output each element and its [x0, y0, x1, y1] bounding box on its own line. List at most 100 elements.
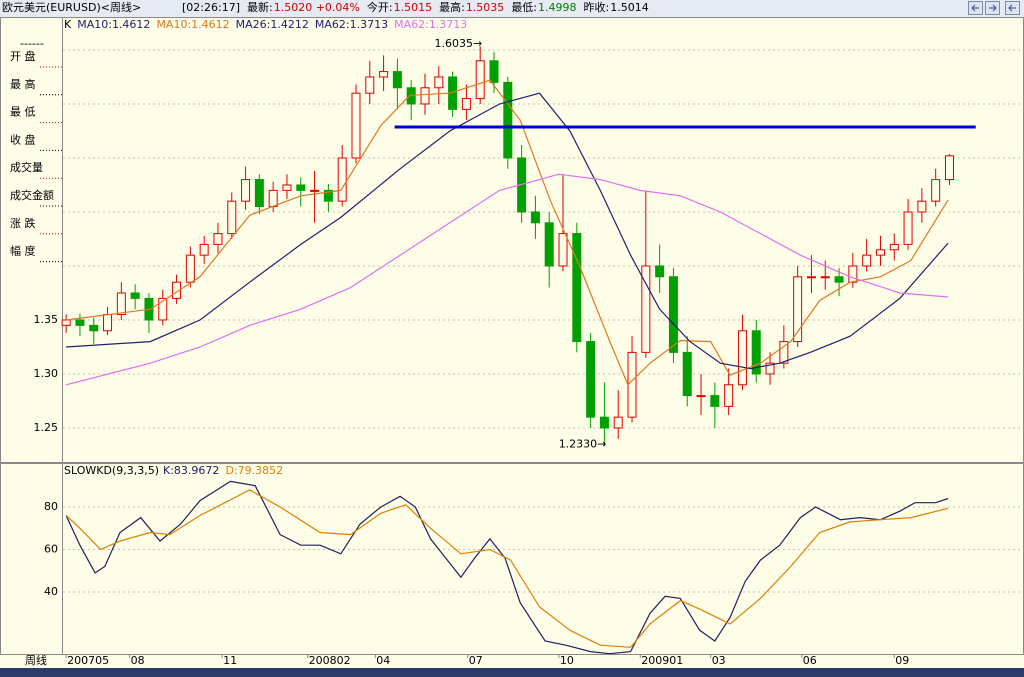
field-label: 涨 跌: [10, 216, 36, 230]
kd-line: [65, 480, 949, 655]
y-tick-label: 40: [44, 585, 58, 598]
candle-body: [379, 71, 389, 78]
ma-line: [66, 79, 949, 386]
x-tick-label: 200802: [309, 654, 351, 667]
candle-body: [254, 179, 264, 208]
legend-entry: MA62:1.3713: [315, 18, 388, 31]
candle-body: [779, 341, 789, 364]
candle-body: [461, 98, 471, 110]
candle-body: [641, 265, 651, 353]
candle-body: [406, 87, 416, 105]
candle-body: [655, 265, 665, 278]
field-label: 开 盘: [10, 49, 36, 63]
candle-body: [613, 416, 623, 429]
candle-body: [351, 92, 361, 159]
candle-body: [903, 211, 913, 245]
quote-field: 1.5014: [610, 1, 649, 14]
nav-icon: [989, 4, 997, 12]
legend-entry: D:79.3852: [225, 464, 283, 477]
candle-body: [586, 341, 596, 418]
candle-body: [820, 276, 830, 279]
candle-body: [572, 233, 582, 343]
candle-body: [793, 276, 803, 343]
legend-entry: K: [64, 18, 72, 31]
candle-body: [75, 319, 85, 326]
candle-body: [875, 249, 885, 256]
left-dashes: ------: [20, 37, 44, 50]
indicator-title: SLOWKD(9,3,3,5): [64, 464, 159, 477]
status-bar: [0, 668, 1024, 677]
x-tick-label: 08: [131, 654, 145, 667]
candle-body: [724, 384, 734, 407]
nav-icon: [971, 4, 979, 12]
candle-body: [213, 233, 223, 245]
x-tick-label: 10: [560, 654, 574, 667]
quote-bar: [0, 0, 1024, 17]
candle-body: [682, 351, 692, 397]
candle-body: [103, 314, 113, 332]
ma-line: [66, 92, 949, 370]
symbol: 欧元美元(EURUSD)<周线>: [2, 0, 141, 14]
legend-entry: MA10:1.4612: [156, 18, 229, 31]
candle-body: [172, 281, 182, 299]
x-axis-label: 周线: [25, 653, 47, 667]
candle-body: [889, 243, 899, 251]
field-label: 最 高: [10, 77, 36, 91]
candle-body: [558, 233, 568, 267]
quote-field: 最低:: [511, 1, 537, 14]
candle-body: [931, 179, 941, 202]
candle-body: [323, 189, 333, 202]
quote-field: 1.4998: [538, 1, 577, 14]
y-tick-label: 60: [44, 543, 58, 556]
field-label: 收 盘: [10, 132, 36, 146]
field-label: 最 低: [10, 106, 36, 119]
candle-body: [310, 189, 320, 192]
field-label: 成交量: [10, 160, 43, 174]
legend-entry: MA10:1.4612: [77, 18, 150, 31]
quote-field: 今开:: [367, 0, 393, 14]
x-tick-label: 200901: [641, 654, 683, 667]
quote-field: 最高:: [439, 0, 465, 14]
candle-body: [503, 81, 513, 159]
price-annotation: 1.6035→: [434, 37, 482, 50]
candle-body: [434, 76, 444, 89]
candle-body: [241, 179, 251, 202]
candle-body: [365, 76, 375, 94]
quote-field: 1.5035: [466, 1, 505, 14]
candle-body: [337, 157, 347, 202]
candle-body: [944, 155, 954, 181]
price-annotation: 1.2330→: [559, 437, 607, 450]
candle-body: [130, 292, 140, 299]
candle-body: [544, 222, 554, 267]
candle-body: [710, 395, 720, 407]
candle-body: [530, 211, 540, 224]
candle-body: [806, 276, 816, 279]
candle-body: [199, 243, 209, 256]
candle-body: [848, 265, 858, 283]
field-label: 幅 度: [10, 244, 36, 258]
candle-body: [475, 60, 485, 100]
x-tick-label: 200705: [67, 654, 109, 667]
legend-entry: MA26:1.4212: [236, 18, 309, 31]
candle-body: [296, 184, 306, 191]
candle-body: [917, 200, 927, 213]
y-tick-label: 1.25: [34, 421, 59, 434]
candle-body: [227, 200, 237, 235]
x-tick-label: 06: [803, 654, 817, 667]
candle-body: [420, 87, 430, 105]
legend-entry: MA62:1.3713: [394, 18, 467, 31]
nav-buttons[interactable]: [968, 1, 1020, 15]
x-tick-label: 03: [712, 654, 726, 667]
x-tick-label: 11: [223, 654, 237, 667]
candle-body: [268, 189, 278, 208]
candle-body: [862, 254, 872, 267]
x-tick-label: 09: [895, 654, 909, 667]
candle-body: [627, 351, 637, 418]
quote-field: 昨收:: [584, 0, 610, 14]
candle-body: [392, 71, 402, 89]
y-tick-label: 1.30: [34, 367, 59, 380]
ma-line: [65, 173, 949, 386]
candle-body: [489, 60, 499, 83]
x-tick-label: 07: [469, 654, 483, 667]
